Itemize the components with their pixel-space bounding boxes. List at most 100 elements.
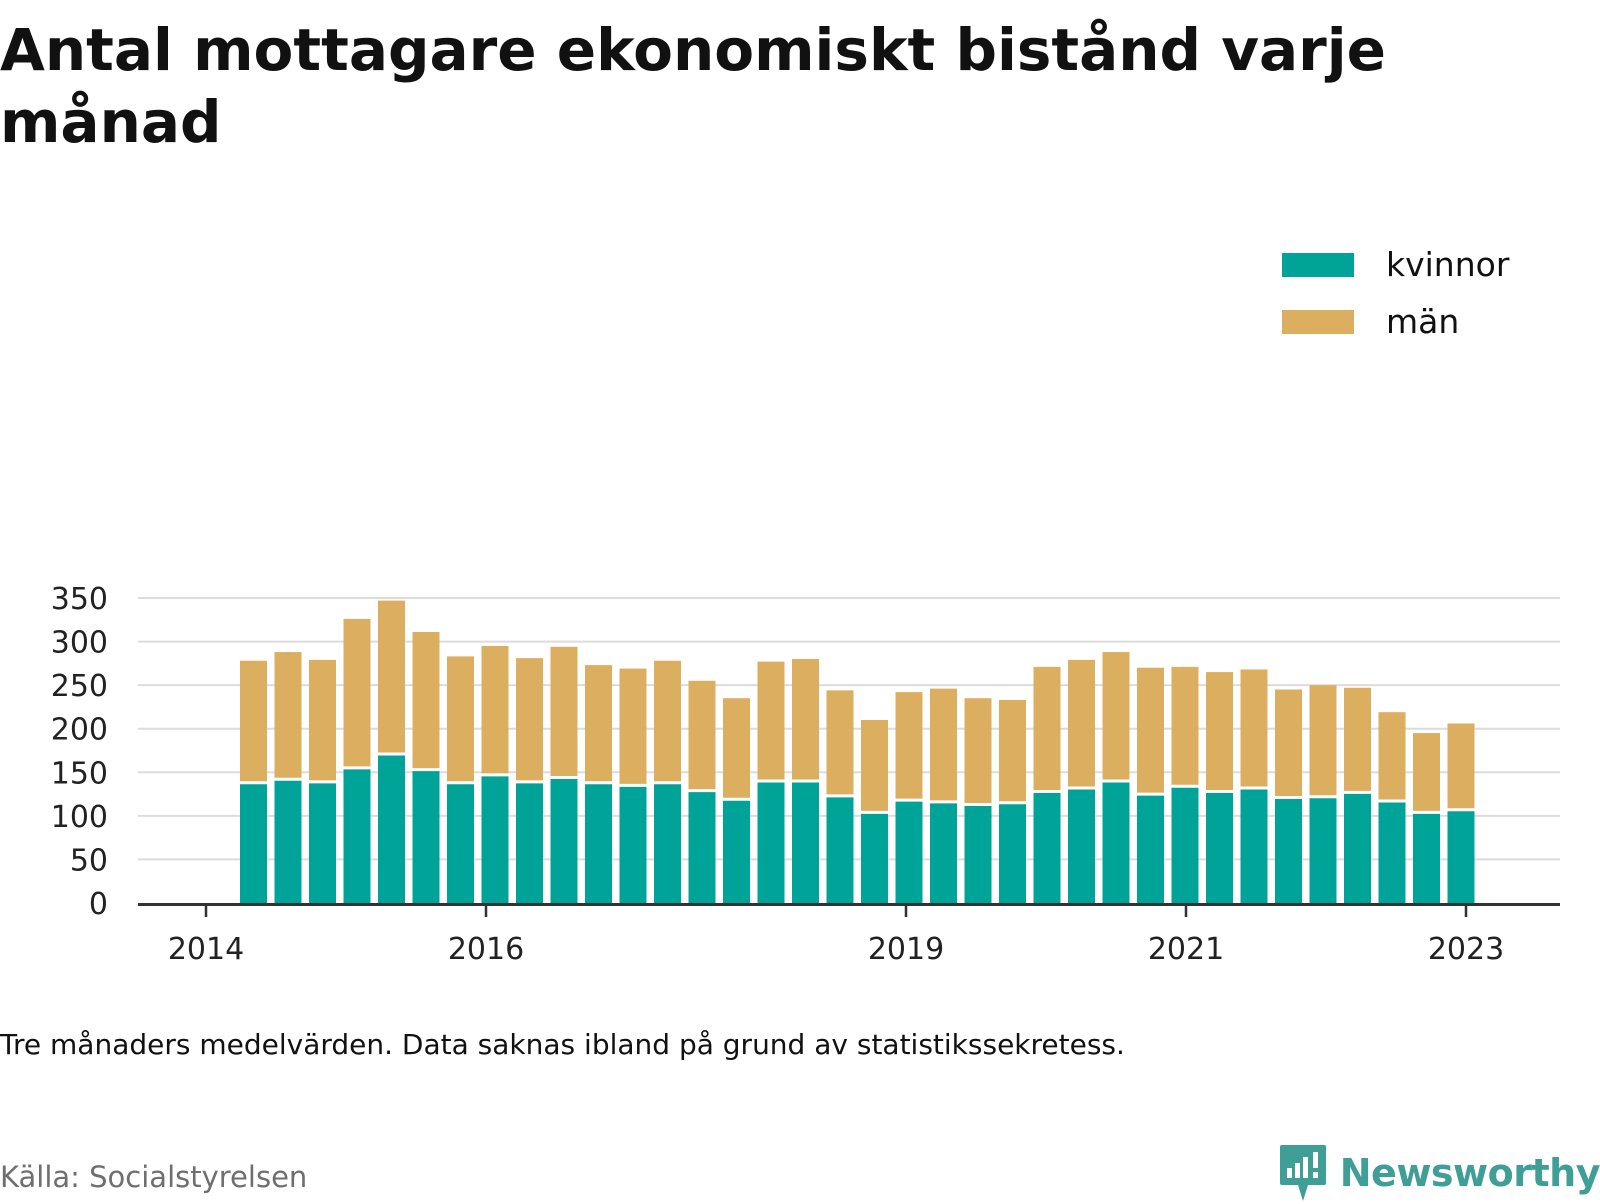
bar-kvinnor	[309, 781, 336, 903]
bar-kvinnor	[343, 767, 371, 903]
bar-kvinnor	[1206, 791, 1233, 903]
bar-kvinnor	[1413, 812, 1440, 903]
bar-kvinnor	[723, 799, 750, 903]
bar-man	[757, 661, 785, 782]
bar-kvinnor	[240, 782, 267, 903]
stacked-bar-chart: 2014 2016 2019 2021 2023 0 50 100 150 200 250 300 3…	[51, 244, 1560, 967]
brand-name: Newsworthy	[1339, 1151, 1600, 1195]
bar-kvinnor	[412, 769, 440, 903]
bar-man	[1378, 712, 1406, 802]
bar-kvinnor	[585, 782, 612, 903]
bar-kvinnor	[826, 795, 854, 903]
bars	[240, 600, 1475, 903]
x-tick-label: 2016	[448, 932, 524, 967]
bar-kvinnor	[1240, 787, 1268, 903]
bar-man	[619, 668, 647, 786]
bar-man	[723, 698, 750, 800]
bar-kvinnor	[1378, 801, 1406, 903]
newsworthy-logo-icon	[1279, 1145, 1326, 1201]
source-label: Källa: Socialstyrelsen	[0, 1160, 308, 1194]
x-tick-label: 2014	[168, 932, 244, 967]
x-tick-label: 2023	[1428, 932, 1504, 967]
bar-man	[481, 645, 509, 775]
legend-label: män	[1386, 302, 1459, 341]
legend-swatch	[1282, 310, 1354, 334]
bar-man	[1309, 685, 1337, 797]
y-tick-label: 150	[51, 756, 108, 791]
bar-man	[1413, 733, 1440, 813]
bar-man	[792, 659, 819, 782]
y-tick-label: 0	[89, 887, 108, 922]
y-tick-label: 100	[51, 800, 108, 835]
bar-man	[412, 631, 440, 770]
bar-man	[1206, 672, 1233, 792]
x-tick-label: 2019	[868, 932, 944, 967]
bar-kvinnor	[964, 804, 992, 903]
bar-man	[1137, 667, 1164, 795]
y-tick-label: 50	[70, 843, 108, 878]
bar-kvinnor	[1137, 794, 1164, 903]
bar-man	[447, 656, 474, 783]
bar-kvinnor	[1447, 809, 1475, 903]
bar-man	[1033, 666, 1061, 792]
bar-kvinnor	[1102, 781, 1130, 903]
bar-kvinnor	[688, 790, 716, 903]
legend-swatch	[1282, 253, 1354, 277]
bar-man	[516, 658, 543, 782]
bar-kvinnor	[654, 782, 681, 903]
bar-kvinnor	[1171, 786, 1199, 903]
bar-kvinnor	[447, 782, 474, 903]
bar-kvinnor	[999, 802, 1026, 903]
bar-man	[1275, 689, 1302, 798]
bar-man	[1240, 669, 1268, 788]
bar-kvinnor	[1344, 792, 1371, 903]
bar-kvinnor	[378, 753, 405, 903]
brand: Newsworthy	[1278, 1142, 1600, 1204]
bar-man	[861, 720, 888, 813]
bar-man	[1344, 687, 1371, 793]
bar-man	[1171, 666, 1199, 787]
bar-kvinnor	[481, 774, 509, 903]
bar-kvinnor	[895, 800, 923, 903]
bar-kvinnor	[1275, 797, 1302, 903]
x-tick-label: 2021	[1148, 932, 1224, 967]
y-axis: 0 50 100 150 200 250 300 350	[51, 582, 108, 922]
bar-man	[550, 646, 578, 778]
bar-man	[999, 699, 1026, 803]
bar-man	[240, 660, 267, 783]
chart-note: Tre månaders medelvärden. Data saknas ib…	[0, 1028, 1125, 1061]
bar-kvinnor	[619, 785, 647, 903]
bar-man	[343, 618, 371, 768]
bar-man	[930, 688, 957, 802]
bar-kvinnor	[930, 801, 957, 903]
bar-kvinnor	[757, 781, 785, 903]
y-tick-label: 250	[51, 669, 108, 704]
bar-man	[826, 690, 854, 796]
bar-man	[309, 659, 336, 782]
bar-kvinnor	[516, 781, 543, 903]
bar-kvinnor	[792, 781, 819, 903]
bar-man	[1068, 659, 1095, 788]
legend-label: kvinnor	[1386, 245, 1510, 284]
bar-man	[378, 600, 405, 754]
y-tick-label: 350	[51, 582, 108, 617]
bar-man	[1447, 723, 1475, 810]
bar-man	[654, 660, 681, 783]
bar-kvinnor	[274, 779, 302, 903]
bar-man	[688, 680, 716, 791]
x-axis: 2014 2016 2019 2021 2023	[168, 903, 1504, 967]
bar-kvinnor	[861, 812, 888, 903]
bar-man	[895, 692, 923, 801]
y-tick-label: 300	[51, 626, 108, 661]
bar-man	[964, 698, 992, 805]
legend: kvinnor män	[1262, 244, 1536, 352]
bar-kvinnor	[1309, 796, 1337, 903]
y-tick-label: 200	[51, 713, 108, 748]
bar-kvinnor	[550, 777, 578, 903]
bar-kvinnor	[1033, 791, 1061, 903]
chart-title: Antal mottagare ekonomiskt bistånd varje…	[0, 16, 1386, 156]
bar-man	[1102, 652, 1130, 782]
bar-man	[585, 665, 612, 783]
bar-kvinnor	[1068, 787, 1095, 903]
bar-man	[274, 652, 302, 780]
